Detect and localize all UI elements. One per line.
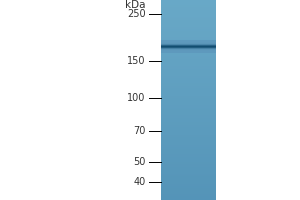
Text: 40: 40	[133, 177, 145, 187]
Text: 250: 250	[127, 9, 146, 19]
Text: 100: 100	[127, 93, 146, 103]
Text: 150: 150	[127, 56, 146, 66]
Text: kDa: kDa	[125, 0, 146, 10]
Text: 50: 50	[133, 157, 145, 167]
Text: 70: 70	[133, 126, 145, 136]
